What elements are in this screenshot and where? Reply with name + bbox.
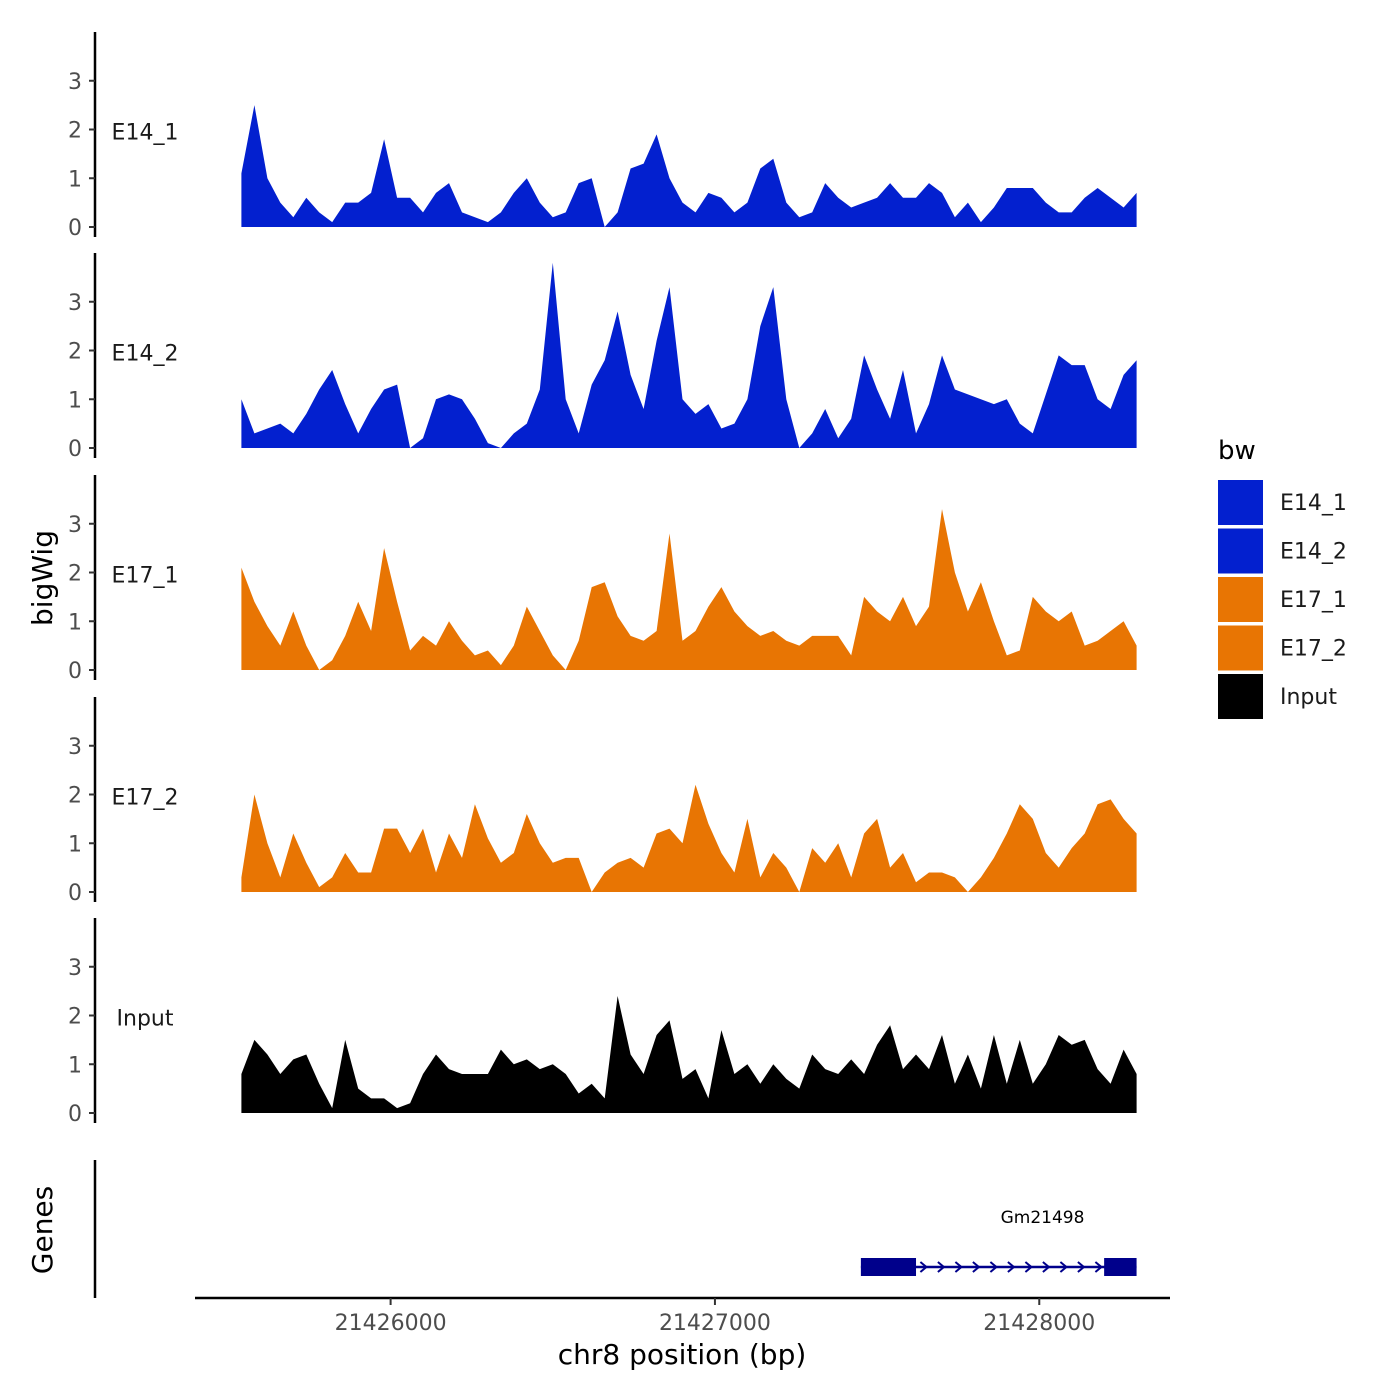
legend-swatch xyxy=(1218,674,1263,719)
legend-label: E17_2 xyxy=(1280,637,1347,662)
x-axis-title: chr8 position (bp) xyxy=(558,1338,807,1371)
gene-exon xyxy=(860,1258,917,1276)
legend-item-e14-2: E14_2 xyxy=(1218,528,1347,574)
track-label: E14_2 xyxy=(112,341,179,366)
strand-arrow xyxy=(1007,1261,1016,1273)
y-tick-label: 3 xyxy=(68,735,82,760)
strand-arrow xyxy=(1024,1261,1033,1273)
legend-label: E14_1 xyxy=(1280,491,1347,516)
gene-exon xyxy=(1104,1258,1137,1276)
legend-item-e17-1: E17_1 xyxy=(1218,577,1347,622)
track-e17-2: 0 1 2 3 E17_2 xyxy=(68,697,1137,906)
x-tick-label: 21426000 xyxy=(335,1311,447,1336)
legend-item-input: Input xyxy=(1218,674,1337,719)
y-tick-label: 1 xyxy=(68,610,82,635)
y-tick-label: 2 xyxy=(68,340,82,365)
y-tick-label: 2 xyxy=(68,1005,82,1030)
area-e14-1 xyxy=(241,105,1137,227)
y-tick-label: 0 xyxy=(68,216,82,241)
legend-item-e14-1: E14_1 xyxy=(1218,480,1347,525)
legend-title: bw xyxy=(1218,436,1256,466)
track-input: 0 1 2 3 Input xyxy=(68,918,1137,1127)
track-e17-1: 0 1 2 3 E17_1 xyxy=(68,475,1137,684)
strand-arrow xyxy=(1059,1261,1068,1273)
y-tick-label: 3 xyxy=(68,70,82,95)
legend: E14_1 E14_2 E17_1 E17_2 Input xyxy=(1218,480,1347,719)
strand-arrow xyxy=(989,1261,998,1273)
legend-swatch xyxy=(1218,577,1263,622)
x-tick-label: 21428000 xyxy=(983,1311,1095,1336)
area-e17-2 xyxy=(241,784,1137,892)
legend-item-e17-2: E17_2 xyxy=(1218,625,1347,671)
gene-gm21498: Gm21498 xyxy=(860,1208,1137,1276)
signal-tracks: 0 1 2 3 E14_1 0 1 2 3 E14_2 0 1 2 3 E17_1 0 1 2 3 E17_2 0 1 2 3… xyxy=(68,32,1137,1127)
gene-label: Gm21498 xyxy=(1001,1208,1085,1228)
strand-arrow xyxy=(972,1261,981,1273)
x-tick-label: 21427000 xyxy=(659,1311,771,1336)
legend-label: E17_1 xyxy=(1280,588,1347,613)
legend-label: E14_2 xyxy=(1280,540,1347,565)
strand-arrow xyxy=(1094,1261,1103,1273)
y-tick-label: 1 xyxy=(68,388,82,413)
genes-track-title: Genes xyxy=(26,1186,59,1274)
legend-swatch xyxy=(1218,528,1263,574)
strand-arrow xyxy=(1077,1261,1086,1273)
track-label: Input xyxy=(117,1006,174,1031)
area-e17-1 xyxy=(241,509,1137,670)
area-e14-2 xyxy=(241,262,1137,448)
strand-arrow xyxy=(1042,1261,1051,1273)
track-label: E17_2 xyxy=(112,785,179,810)
y-tick-label: 0 xyxy=(68,437,82,462)
area-input xyxy=(241,996,1137,1113)
y-tick-label: 1 xyxy=(68,832,82,857)
y-axis-title: bigWig xyxy=(26,530,59,626)
legend-swatch xyxy=(1218,480,1263,525)
y-tick-label: 1 xyxy=(68,1053,82,1078)
y-tick-label: 2 xyxy=(68,119,82,144)
y-tick-label: 2 xyxy=(68,562,82,587)
y-tick-label: 3 xyxy=(68,513,82,538)
y-tick-label: 1 xyxy=(68,167,82,192)
x-axis: 21426000 21427000 21428000 xyxy=(195,1296,1170,1336)
track-label: E17_1 xyxy=(112,563,179,588)
y-tick-label: 0 xyxy=(68,1102,82,1127)
legend-label: Input xyxy=(1280,685,1337,710)
gene-track: Gm21498 xyxy=(93,1160,1137,1298)
y-tick-label: 2 xyxy=(68,784,82,809)
y-tick-label: 3 xyxy=(68,291,82,316)
strand-arrow xyxy=(954,1261,963,1273)
track-e14-1: 0 1 2 3 E14_1 xyxy=(68,32,1137,241)
legend-swatch xyxy=(1218,625,1263,671)
track-label: E14_1 xyxy=(112,120,179,145)
y-tick-label: 3 xyxy=(68,956,82,981)
y-tick-label: 0 xyxy=(68,659,82,684)
y-tick-label: 0 xyxy=(68,881,82,906)
strand-arrow xyxy=(919,1261,928,1273)
strand-arrow xyxy=(937,1261,946,1273)
track-e14-2: 0 1 2 3 E14_2 xyxy=(68,253,1137,462)
